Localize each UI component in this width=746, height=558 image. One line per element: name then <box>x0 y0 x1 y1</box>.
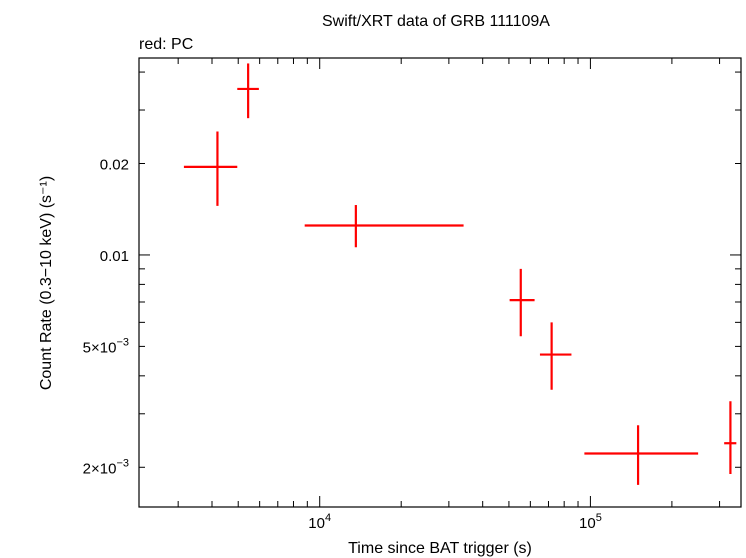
x-tick-label: 104 <box>308 512 331 532</box>
chart-title: Swift/XRT data of GRB 111109A <box>322 13 550 30</box>
y-tick-label: 0.02 <box>100 157 129 174</box>
chart-subtitle: red: PC <box>139 36 193 53</box>
plot-frame <box>138 57 742 508</box>
x-tick-label: 105 <box>579 512 602 532</box>
y-tick-label: 2×10−3 <box>83 457 129 477</box>
x-axis-label: Time since BAT trigger (s) <box>348 540 532 557</box>
y-axis-label: Count Rate (0.3−10 keV) (s⁻¹) <box>38 176 55 390</box>
y-tick-label: 0.01 <box>100 248 129 265</box>
y-tick-label: 5×10−3 <box>83 336 129 356</box>
plot-area: 104 105 0.02 0.01 5×10−3 2×10−3 <box>83 57 742 532</box>
